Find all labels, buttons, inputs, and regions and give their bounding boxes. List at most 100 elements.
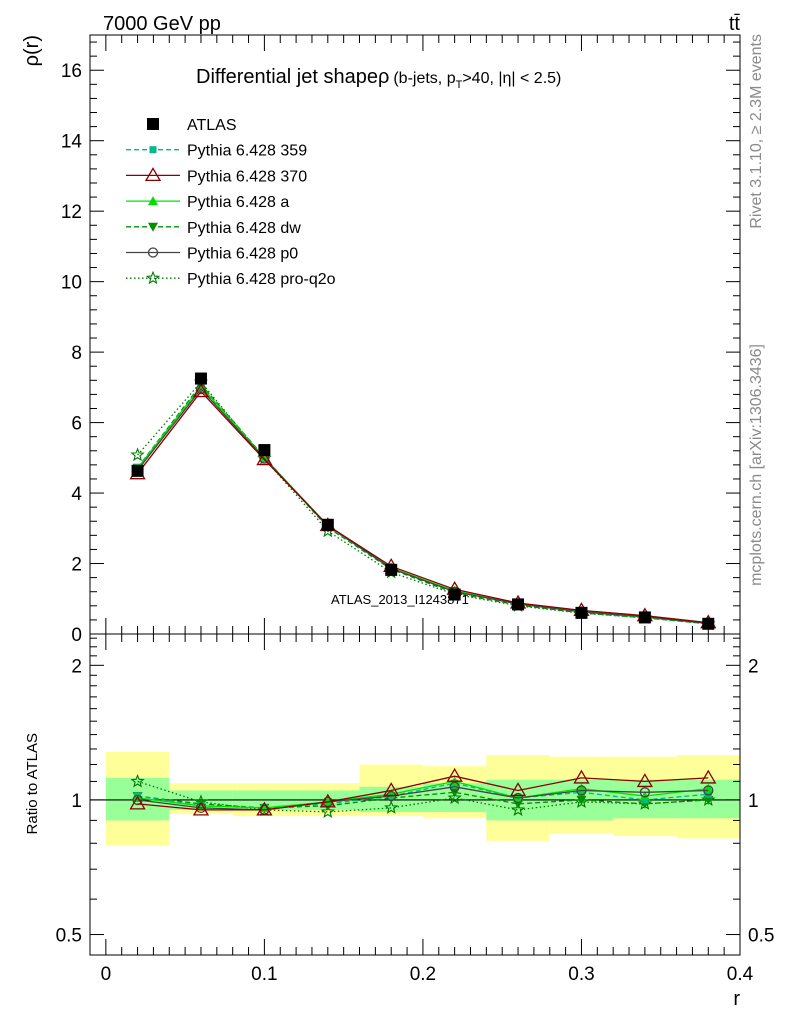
x-axis-label: r bbox=[733, 988, 740, 1010]
legend-marker bbox=[145, 270, 161, 285]
x-tick-label: 0.2 bbox=[410, 964, 436, 985]
ratio-plot-frame bbox=[89, 633, 741, 956]
series-line-p359 bbox=[137, 386, 709, 625]
legend-label: Pythia 6.428 p0 bbox=[187, 246, 298, 263]
ratio-point-pq2o bbox=[510, 802, 526, 816]
legend-entry-atlas: ATLAS bbox=[147, 117, 237, 134]
data-point-atlas bbox=[131, 464, 144, 477]
ratio-point-p370 bbox=[509, 782, 527, 797]
ratio-tick-label-right: 1 bbox=[748, 791, 759, 812]
ratio-panel: 0.5 0.5 1 1 2 2 0 0.1 0.2 0.3 0.4 r Ratio to ATLAS bbox=[24, 633, 774, 1010]
title-subscript: T bbox=[456, 79, 463, 91]
ratio-point-p370 bbox=[573, 769, 590, 784]
ratio-tick-label-left: 2 bbox=[71, 656, 82, 677]
series-pa bbox=[132, 381, 714, 628]
series-line-pp0 bbox=[137, 388, 709, 625]
legend-marker bbox=[144, 167, 162, 182]
ratio-y-axis-label: Ratio to ATLAS bbox=[24, 733, 41, 834]
legend-entry-pa: Pythia 6.428 a bbox=[126, 194, 289, 211]
data-point-atlas bbox=[512, 598, 525, 611]
ratio-point-pq2o bbox=[320, 804, 335, 819]
legend-marker bbox=[147, 118, 159, 130]
ratio-point-p370 bbox=[129, 795, 146, 810]
legend-label: Pythia 6.428 pro-q2o bbox=[187, 271, 336, 288]
y-tick-label: 0 bbox=[71, 625, 82, 646]
y-tick-label: 8 bbox=[71, 343, 82, 364]
data-point-atlas bbox=[194, 372, 207, 385]
series-pq2o bbox=[130, 374, 716, 630]
ratio-point-p370 bbox=[636, 773, 654, 788]
y-tick-label: 6 bbox=[71, 414, 82, 435]
data-point-p370 bbox=[256, 451, 273, 466]
ratio-point-p370 bbox=[319, 793, 336, 808]
legend-label: Pythia 6.428 370 bbox=[187, 168, 307, 185]
legend-entry-pp0: Pythia 6.428 p0 bbox=[126, 246, 298, 263]
ratio-point-pdw bbox=[576, 795, 587, 805]
ratio-point-p370 bbox=[256, 801, 273, 816]
y-tick-label: 2 bbox=[71, 555, 82, 576]
data-point-atlas bbox=[638, 611, 651, 624]
ratio-line-p359 bbox=[137, 782, 709, 809]
ratio-point-pp0 bbox=[512, 792, 524, 804]
ratio-tick-label-right: 0.5 bbox=[748, 926, 774, 947]
data-point-pa bbox=[259, 452, 270, 462]
rivet-version-label: Rivet 3.1.10, ≥ 2.3M events bbox=[748, 34, 765, 229]
data-point-atlas bbox=[448, 588, 461, 601]
series-line-pa bbox=[137, 385, 709, 624]
x-tick-label: 0.3 bbox=[568, 964, 594, 985]
legend-marker bbox=[148, 196, 158, 206]
data-point-atlas bbox=[258, 444, 271, 457]
y-tick-label: 4 bbox=[71, 484, 82, 505]
data-point-atlas bbox=[321, 518, 334, 531]
ratio-point-pp0 bbox=[639, 787, 651, 798]
y-tick-label: 10 bbox=[61, 273, 82, 294]
ratio-point-p370 bbox=[700, 769, 717, 784]
legend-marker bbox=[149, 146, 157, 154]
ratio-series-pp0 bbox=[132, 781, 714, 816]
ratio-tick-label-left: 1 bbox=[71, 791, 82, 812]
legend: ATLAS Pythia 6.428 359 Pythia 6.428 370 Pyt… bbox=[126, 117, 336, 288]
data-point-atlas bbox=[702, 617, 715, 630]
legend-marker bbox=[147, 247, 159, 258]
ratio-point-pq2o bbox=[130, 773, 145, 788]
ratio-line-p370 bbox=[137, 775, 709, 811]
legend-label: ATLAS bbox=[187, 117, 237, 134]
ratio-tick-label-left: 0.5 bbox=[56, 926, 82, 947]
x-tick-label: 0 bbox=[101, 964, 112, 985]
ratio-line-pp0 bbox=[137, 786, 709, 811]
legend-label: Pythia 6.428 a bbox=[187, 194, 289, 211]
data-point-atlas bbox=[385, 563, 398, 576]
legend-marker bbox=[148, 222, 158, 232]
legend-entry-pdw: Pythia 6.428 dw bbox=[126, 220, 301, 237]
legend-label: Pythia 6.428 359 bbox=[187, 143, 307, 160]
ratio-point-pp0 bbox=[449, 781, 460, 792]
title-sub-tail: >40, |η| < 2.5) bbox=[462, 70, 561, 87]
y-axis-label: ρ(r) bbox=[21, 35, 43, 66]
data-point-atlas bbox=[575, 606, 588, 619]
ratio-point-p370 bbox=[446, 767, 463, 782]
ratio-point-p370 bbox=[192, 801, 210, 816]
ratio-point-pp0 bbox=[576, 785, 587, 796]
ratio-tick-label-right: 2 bbox=[748, 656, 759, 677]
main-panel: 0 2 4 6 8 10 12 14 16 ρ(r) Differential jet shapeρ… bbox=[21, 34, 741, 646]
ratio-point-p359 bbox=[704, 790, 712, 798]
ratio-series-p370 bbox=[129, 767, 717, 816]
process-label: tt̄ bbox=[729, 13, 741, 35]
title-sub: (b-jets, p bbox=[393, 70, 455, 87]
legend-label: Pythia 6.428 dw bbox=[187, 220, 301, 237]
energy-label: 7000 GeV pp bbox=[103, 13, 221, 35]
ratio-point-p370 bbox=[383, 782, 400, 797]
series-line-pdw bbox=[137, 383, 709, 625]
ratio-point-pdw bbox=[703, 795, 714, 805]
y-tick-label: 16 bbox=[61, 61, 82, 82]
legend-entry-p359: Pythia 6.428 359 bbox=[126, 143, 307, 160]
ratio-point-pq2o bbox=[447, 790, 462, 805]
legend-entry-pq2o: Pythia 6.428 pro-q2o bbox=[126, 270, 336, 288]
x-tick-label: 0.4 bbox=[727, 964, 754, 985]
chart-title: Differential jet shapeρ (b-jets, pT>40, |… bbox=[196, 66, 561, 91]
title-main: Differential jet shapeρ bbox=[196, 66, 389, 88]
ratio-point-pp0 bbox=[703, 785, 714, 796]
series-atlas bbox=[131, 372, 715, 630]
y-tick-label: 12 bbox=[61, 202, 82, 223]
legend-entry-p370: Pythia 6.428 370 bbox=[126, 167, 307, 185]
